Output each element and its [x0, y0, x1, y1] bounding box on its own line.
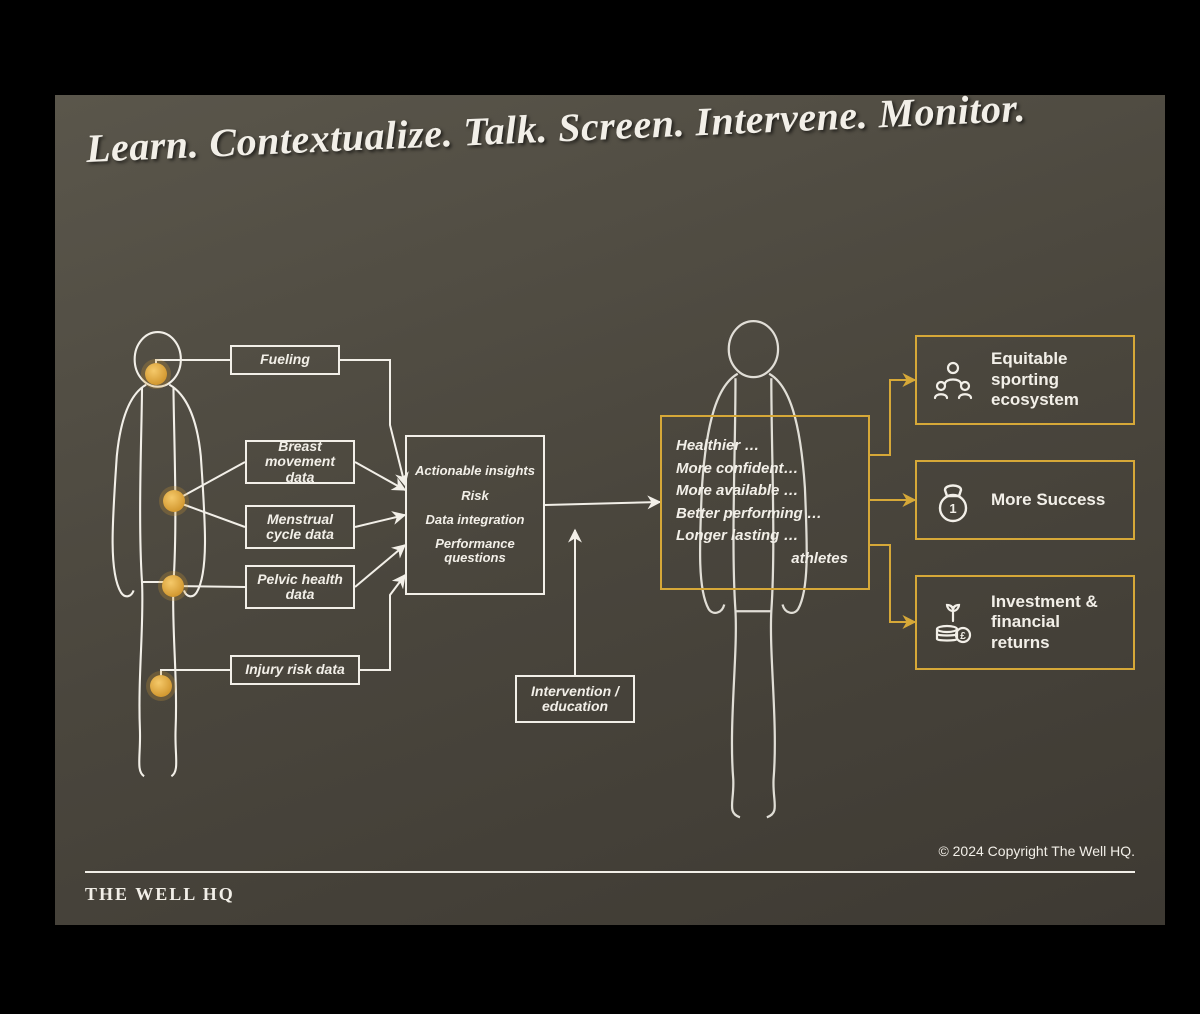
box-results: Healthier … More confident… More availab… [660, 415, 870, 590]
kettlebell-icon: 1 [929, 476, 977, 524]
label: Breast movement data [255, 439, 345, 485]
coins-plant-icon: £ [929, 599, 977, 647]
line: More available … [676, 483, 799, 500]
box-injury: Injury risk data [230, 655, 360, 685]
human-outline-left [113, 332, 205, 776]
label: Investment & financial returns [991, 592, 1121, 653]
people-icon [929, 356, 977, 404]
label: Intervention / education [525, 684, 625, 715]
slide-title: Learn. Contextualize. Talk. Screen. Inte… [85, 95, 1136, 172]
line: Actionable insights [415, 464, 535, 478]
connector-pelvic-out [355, 545, 405, 587]
box-menstrual: Menstrual cycle data [245, 505, 355, 549]
flow-diagram: Fueling Breast movement data Menstrual c… [55, 275, 1165, 835]
footer-rule [85, 871, 1135, 873]
box-processing: Actionable insights Risk Data integratio… [405, 435, 545, 595]
body-dot-knee [150, 675, 172, 697]
box-pelvic: Pelvic health data [245, 565, 355, 609]
outcome-investment: £ Investment & financial returns [915, 575, 1135, 670]
copyright: © 2024 Copyright The Well HQ. [938, 843, 1135, 859]
connector-dot1 [174, 462, 245, 501]
connector-breast-out [355, 462, 405, 490]
line: Longer lasting … [676, 528, 799, 545]
line: Better performing … [676, 506, 822, 523]
body-dot-head [145, 363, 167, 385]
connector-injury-out [360, 575, 405, 670]
label: Pelvic health data [255, 572, 345, 603]
brand-mark: THE WELL HQ [85, 884, 235, 905]
box-fueling: Fueling [230, 345, 340, 375]
connector-results-to-inv [870, 545, 915, 622]
connector-proc-to-results [545, 502, 660, 505]
box-intervention: Intervention / education [515, 675, 635, 723]
label: Injury risk data [245, 662, 345, 677]
presentation-slide: Learn. Contextualize. Talk. Screen. Inte… [55, 95, 1165, 925]
label: Menstrual cycle data [255, 512, 345, 543]
connector-dot1b [174, 501, 245, 527]
line: More confident… [676, 461, 799, 478]
outcome-equitable: Equitable sporting ecosystem [915, 335, 1135, 425]
line: Risk [461, 489, 488, 503]
connector-dot0 [156, 360, 230, 374]
line: Performance questions [415, 537, 535, 566]
svg-text:1: 1 [949, 501, 956, 516]
line: Data integration [426, 513, 525, 527]
connector-menstrual-out [355, 515, 405, 527]
connector-results-to-eq [870, 380, 915, 455]
box-breast: Breast movement data [245, 440, 355, 484]
label: Fueling [260, 352, 310, 367]
label: Equitable sporting ecosystem [991, 349, 1121, 410]
outcome-success: 1 More Success [915, 460, 1135, 540]
line: athletes [791, 551, 854, 568]
line: Healthier … [676, 438, 759, 455]
label: More Success [991, 490, 1105, 510]
body-dot-chest [163, 490, 185, 512]
svg-text:£: £ [960, 631, 966, 642]
body-dot-pelvis [162, 575, 184, 597]
